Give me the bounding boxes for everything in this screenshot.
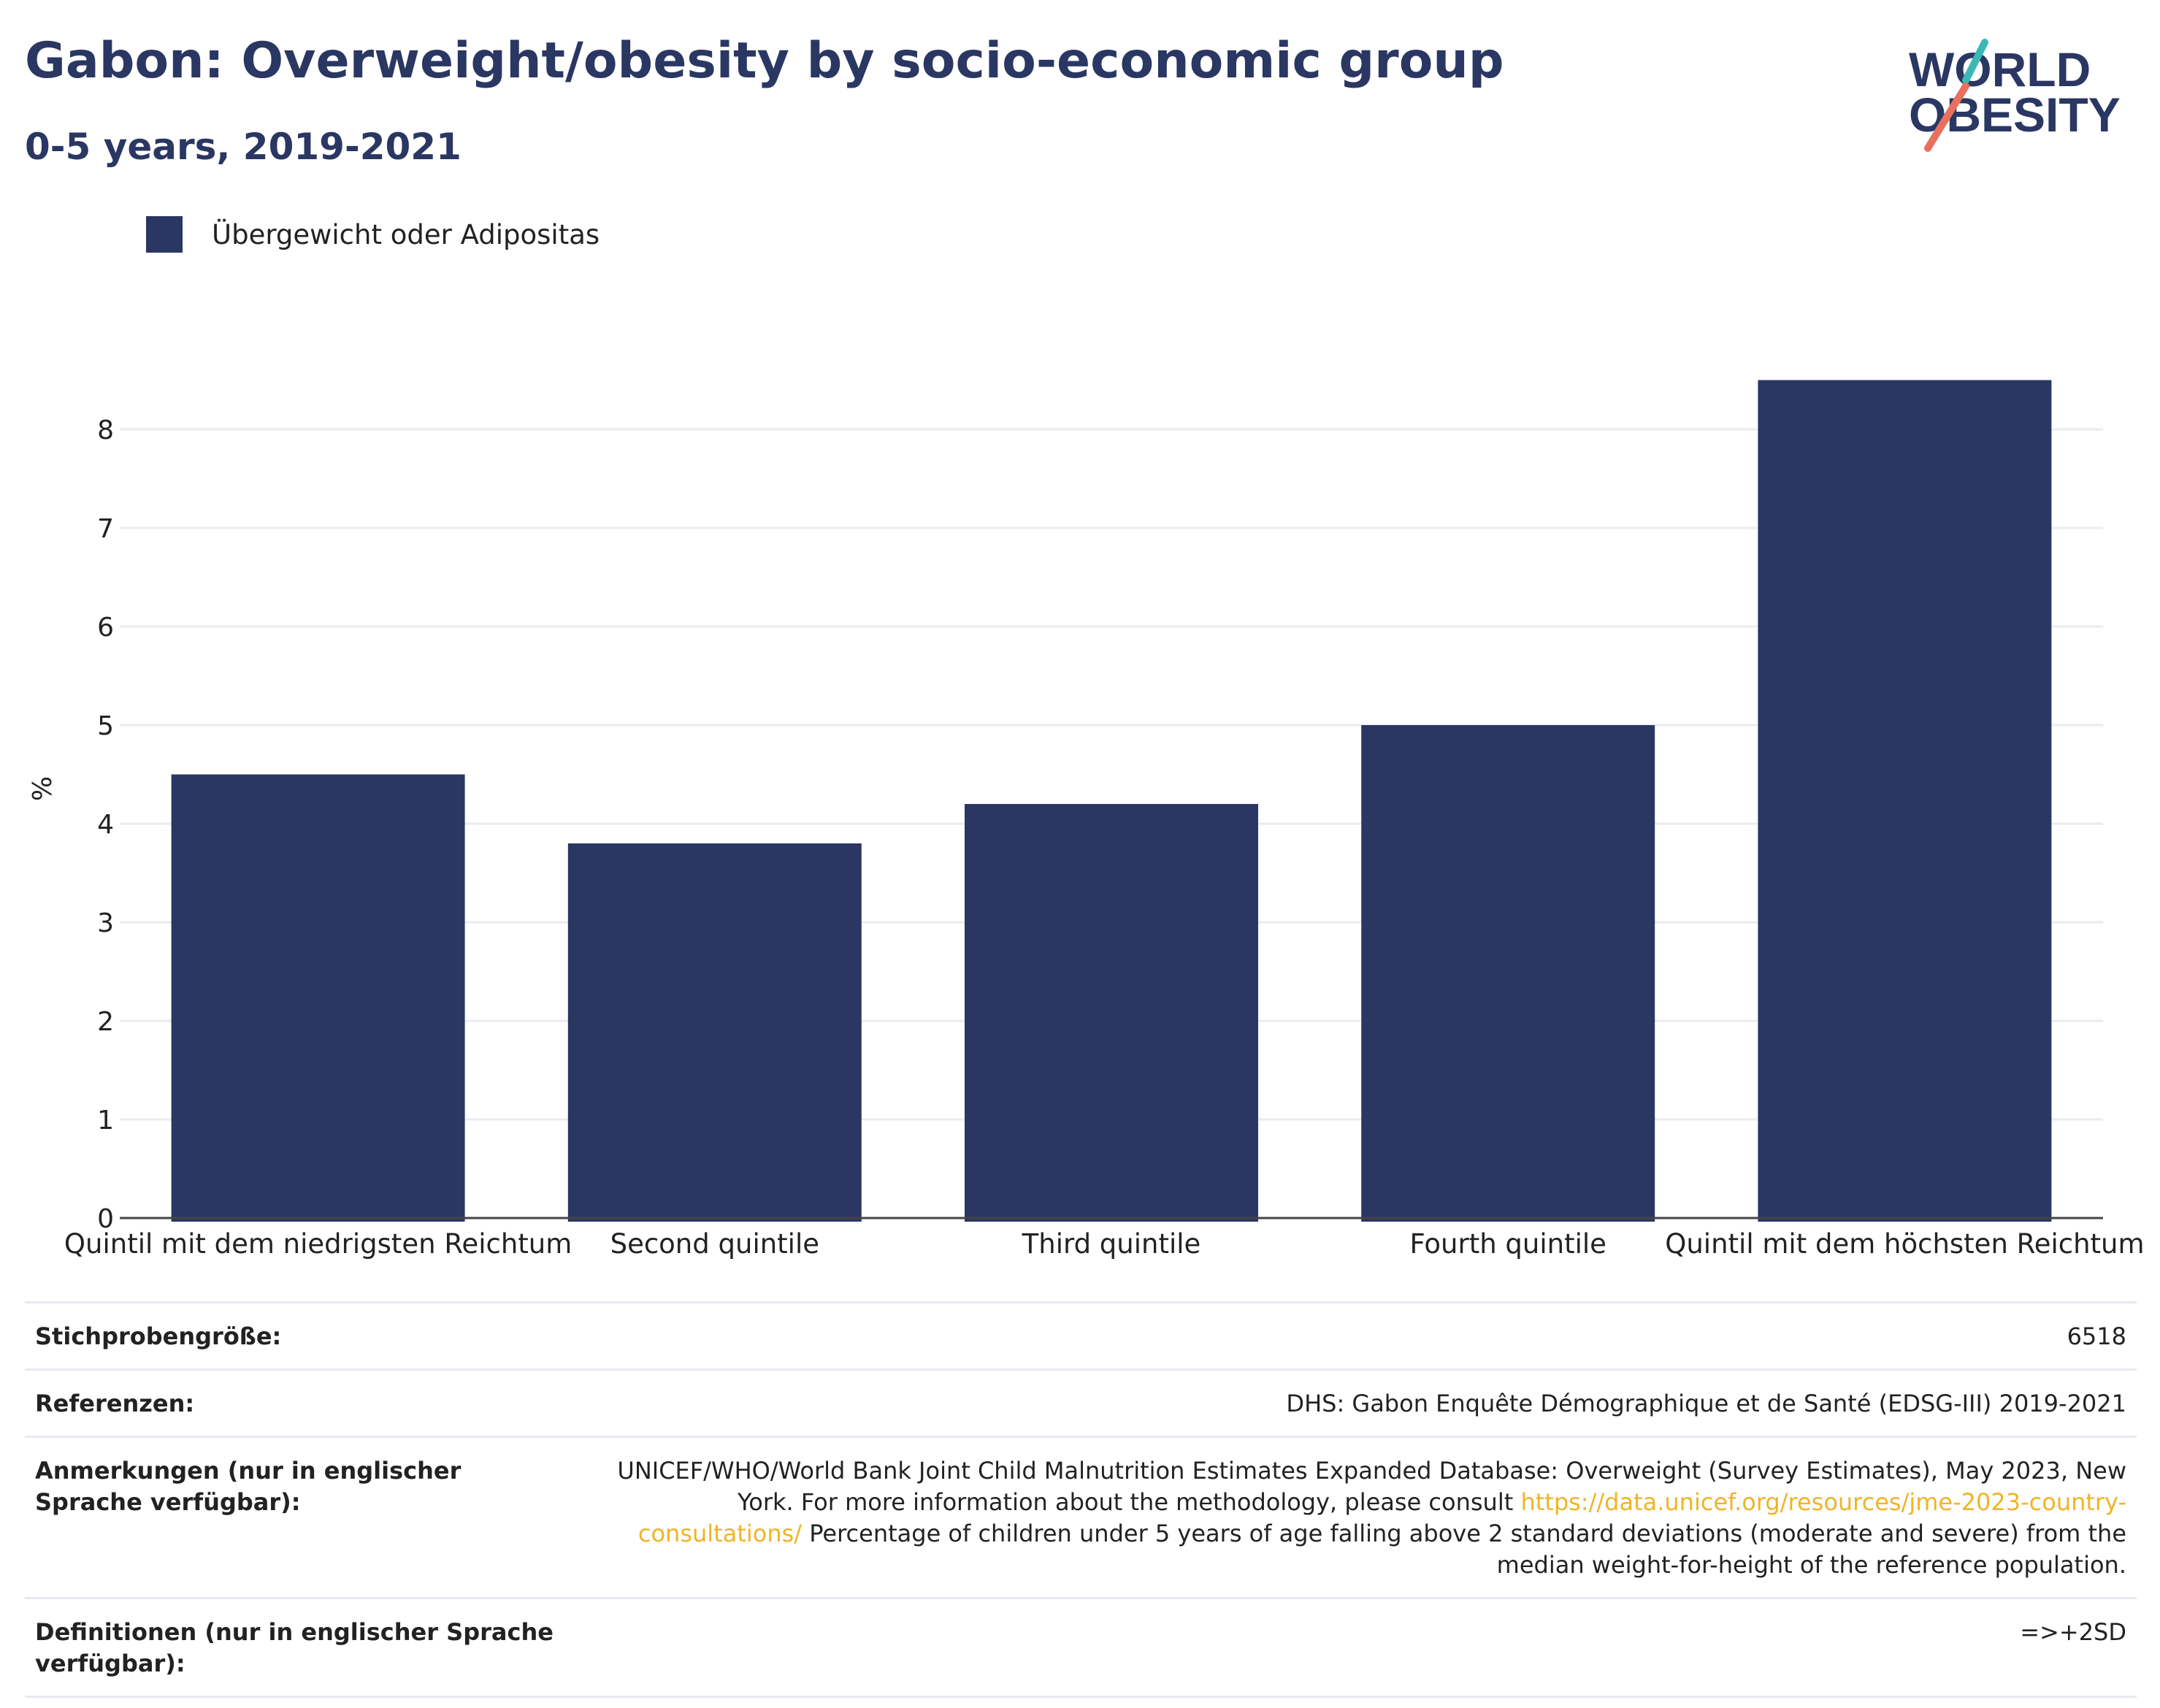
world-obesity-logo: WORLD OBESITY	[1899, 20, 2147, 159]
meta-key: Definitionen (nur in englischer Sprache …	[35, 1618, 554, 1677]
meta-row-references: Referenzen: DHS: Gabon Enquête Démograph…	[25, 1371, 2137, 1438]
logo-line1: WORLD	[1909, 42, 2091, 96]
legend-swatch	[146, 216, 183, 253]
meta-key: Anmerkungen (nur in englischer Sprache v…	[35, 1457, 462, 1516]
notes-text-post: Percentage of children under 5 years of …	[802, 1520, 2126, 1579]
meta-value: =>+2SD	[2020, 1618, 2126, 1646]
y-tick-label-0: 0	[97, 1204, 114, 1234]
logo-teal-stroke	[1962, 39, 1988, 84]
metadata-table: Stichprobengröße: 6518 Referenzen: DHS: …	[25, 1301, 2137, 1698]
legend-label: Übergewicht oder Adipositas	[212, 218, 600, 250]
meta-key: Referenzen:	[35, 1390, 195, 1417]
bar-0	[171, 774, 465, 1222]
y-tick-label-2: 2	[97, 1007, 114, 1037]
methodology-link[interactable]: https://data.unicef.org/resources/jme-20…	[637, 1488, 2126, 1547]
y-tick-label-5: 5	[97, 711, 114, 741]
y-tick-label-8: 8	[97, 415, 114, 445]
y-tick-label-7: 7	[97, 514, 114, 544]
x-tick-label-1: Second quintile	[610, 1228, 819, 1260]
x-tick-label-3: Fourth quintile	[1409, 1228, 1606, 1260]
notes-text-pre: UNICEF/WHO/World Bank Joint Child Malnut…	[617, 1457, 2126, 1516]
meta-row-notes: Anmerkungen (nur in englischer Sprache v…	[25, 1438, 2137, 1599]
y-tick-label-1: 1	[97, 1106, 114, 1136]
meta-row-definitions: Definitionen (nur in englischer Sprache …	[25, 1599, 2137, 1698]
bar-chart: 0 1 2 3 4 5 6 7 8% Quintil mit dem niedrigsten Re…	[28, 380, 2145, 1260]
meta-value: 6518	[2067, 1322, 2126, 1350]
x-tick-label-2: Third quintile	[1022, 1228, 1201, 1260]
legend[interactable]: Übergewicht oder Adipositas	[146, 216, 600, 253]
y-axis-label: %	[28, 776, 58, 801]
chart-title: Gabon: Overweight/obesity by socio-econo…	[25, 32, 1504, 90]
meta-row-sample-size: Stichprobengröße: 6518	[25, 1303, 2137, 1371]
meta-value: UNICEF/WHO/World Bank Joint Child Malnut…	[561, 1455, 2126, 1581]
logo-coral-stroke	[1924, 83, 1969, 152]
x-tick-label-0: Quintil mit dem niedrigsten Reichtum	[64, 1228, 572, 1260]
bar-1	[567, 843, 862, 1222]
x-tick-label-4: Quintil mit dem höchsten Reichtum	[1665, 1228, 2144, 1260]
bar-4	[1758, 380, 2052, 1222]
bar-3	[1361, 725, 1655, 1222]
meta-key: Stichprobengröße:	[35, 1322, 282, 1350]
meta-value: DHS: Gabon Enquête Démographique et de S…	[1286, 1390, 2126, 1417]
chart-subtitle: 0-5 years, 2019-2021	[25, 126, 462, 168]
y-tick-label-4: 4	[97, 810, 114, 840]
y-tick-label-3: 3	[97, 908, 114, 938]
y-tick-label-6: 6	[97, 613, 114, 643]
bar-2	[965, 804, 1258, 1222]
